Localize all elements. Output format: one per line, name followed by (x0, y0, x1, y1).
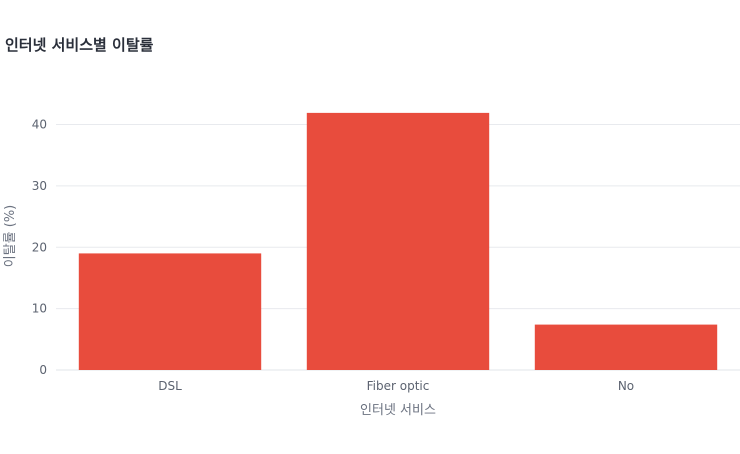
x-axis-ticks: DSL Fiber optic No (158, 379, 634, 393)
y-tick-label: 20 (32, 240, 47, 254)
bars (78, 112, 718, 371)
y-tick-label: 10 (32, 302, 47, 316)
bar-fiber-optic[interactable] (306, 112, 490, 371)
y-axis-title: 이탈률 (%) (3, 205, 18, 268)
y-tick-label: 0 (39, 363, 47, 377)
bar-no[interactable] (534, 324, 718, 370)
x-tick-label: DSL (158, 379, 182, 393)
bar-dsl[interactable] (78, 253, 262, 370)
y-tick-label: 30 (32, 179, 47, 193)
chart-title: 인터넷 서비스별 이탈률 (5, 36, 154, 54)
x-axis-title: 인터넷 서비스 (360, 403, 436, 418)
x-tick-label: Fiber optic (367, 379, 430, 393)
y-tick-label: 40 (32, 118, 47, 132)
x-tick-label: No (618, 379, 634, 393)
y-axis-ticks: 0 10 20 30 40 (32, 118, 47, 377)
